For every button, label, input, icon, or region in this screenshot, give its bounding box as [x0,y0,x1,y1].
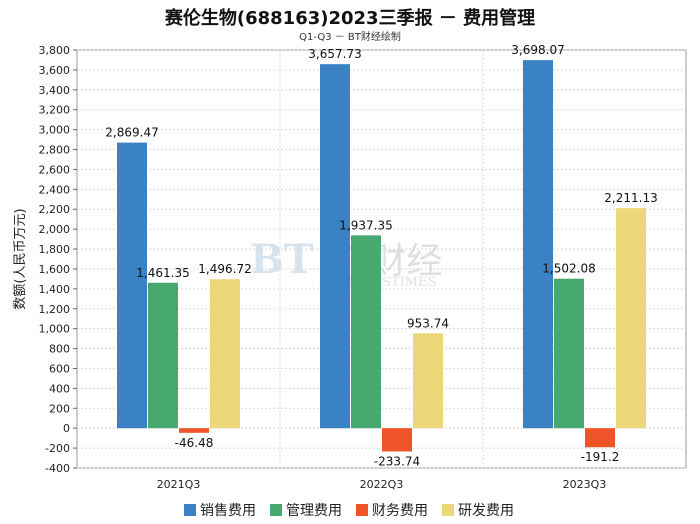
y-tick-label: 0 [63,422,70,435]
y-tick-label: 3,400 [39,84,71,97]
y-tick-label: 1,000 [39,323,71,336]
y-tick-label: 1,800 [39,243,71,256]
legend-label-销售费用: 销售费用 [200,503,256,519]
y-tick-label: 600 [49,362,70,375]
bar-财务费用-2023Q3 [585,428,615,448]
y-axis-label: 数额(人民币万元) [13,208,28,309]
data-label: 3,698.07 [511,43,564,57]
y-tick-label: 400 [49,382,70,395]
bar-管理费用-2023Q3 [554,278,584,429]
y-tick-label: 2,600 [39,163,71,176]
legend-swatch-销售费用 [184,504,196,516]
bar-研发费用-2023Q3 [616,208,646,429]
bar-研发费用-2022Q3 [413,333,443,429]
data-label: 1,461.35 [136,266,189,280]
data-label: 2,869.47 [105,126,158,140]
legend-label-财务费用: 财务费用 [372,503,428,519]
bar-管理费用-2021Q3 [148,282,178,429]
y-tick-label: 200 [49,402,70,415]
y-tick-label: 2,400 [39,183,71,196]
data-label: 1,937.35 [339,218,392,232]
data-label: -46.48 [175,436,214,450]
y-tick-label: 2,200 [39,203,71,216]
legend-swatch-管理费用 [270,504,282,516]
bar-销售费用-2021Q3 [117,142,147,429]
y-tick-label: 3,200 [39,104,71,117]
data-label: -233.74 [374,454,420,468]
data-label: 1,496.72 [198,262,251,276]
chart-subtitle: Q1-Q3 － BT财经绘制 [299,32,401,43]
data-label: 953.74 [407,316,449,330]
x-tick-label: 2022Q3 [360,478,404,491]
legend-label-管理费用: 管理费用 [286,503,342,519]
legend-label-研发费用: 研发费用 [458,503,514,519]
y-tick-label: 1,600 [39,263,71,276]
y-tick-label: 2,800 [39,144,71,157]
y-tick-label: 1,400 [39,283,71,296]
y-tick-label: 1,200 [39,303,71,316]
y-tick-label: 3,000 [39,124,71,137]
data-label: 1,502.08 [542,262,595,276]
y-tick-label: 3,600 [39,64,71,77]
y-tick-label: -200 [45,442,70,455]
x-tick-label: 2023Q3 [563,478,607,491]
y-tick-label: -400 [45,462,70,475]
y-tick-label: 800 [49,343,70,356]
bar-销售费用-2023Q3 [523,60,553,429]
legend-swatch-研发费用 [442,504,454,516]
bar-销售费用-2022Q3 [320,64,350,429]
legend-swatch-财务费用 [356,504,368,516]
chart-title: 赛伦生物(688163)2023三季报 － 费用管理 [164,8,536,29]
data-label: 3,657.73 [308,47,361,61]
watermark-mark: BT [250,236,314,283]
bar-财务费用-2022Q3 [382,428,412,452]
bar-研发费用-2021Q3 [210,279,240,429]
data-label: 2,211.13 [604,191,657,205]
bar-管理费用-2022Q3 [351,235,381,429]
data-label: -191.2 [581,450,620,464]
bar-财务费用-2021Q3 [179,428,209,433]
x-tick-label: 2021Q3 [157,478,201,491]
y-tick-label: 2,000 [39,223,71,236]
y-tick-label: 3,800 [39,44,71,57]
